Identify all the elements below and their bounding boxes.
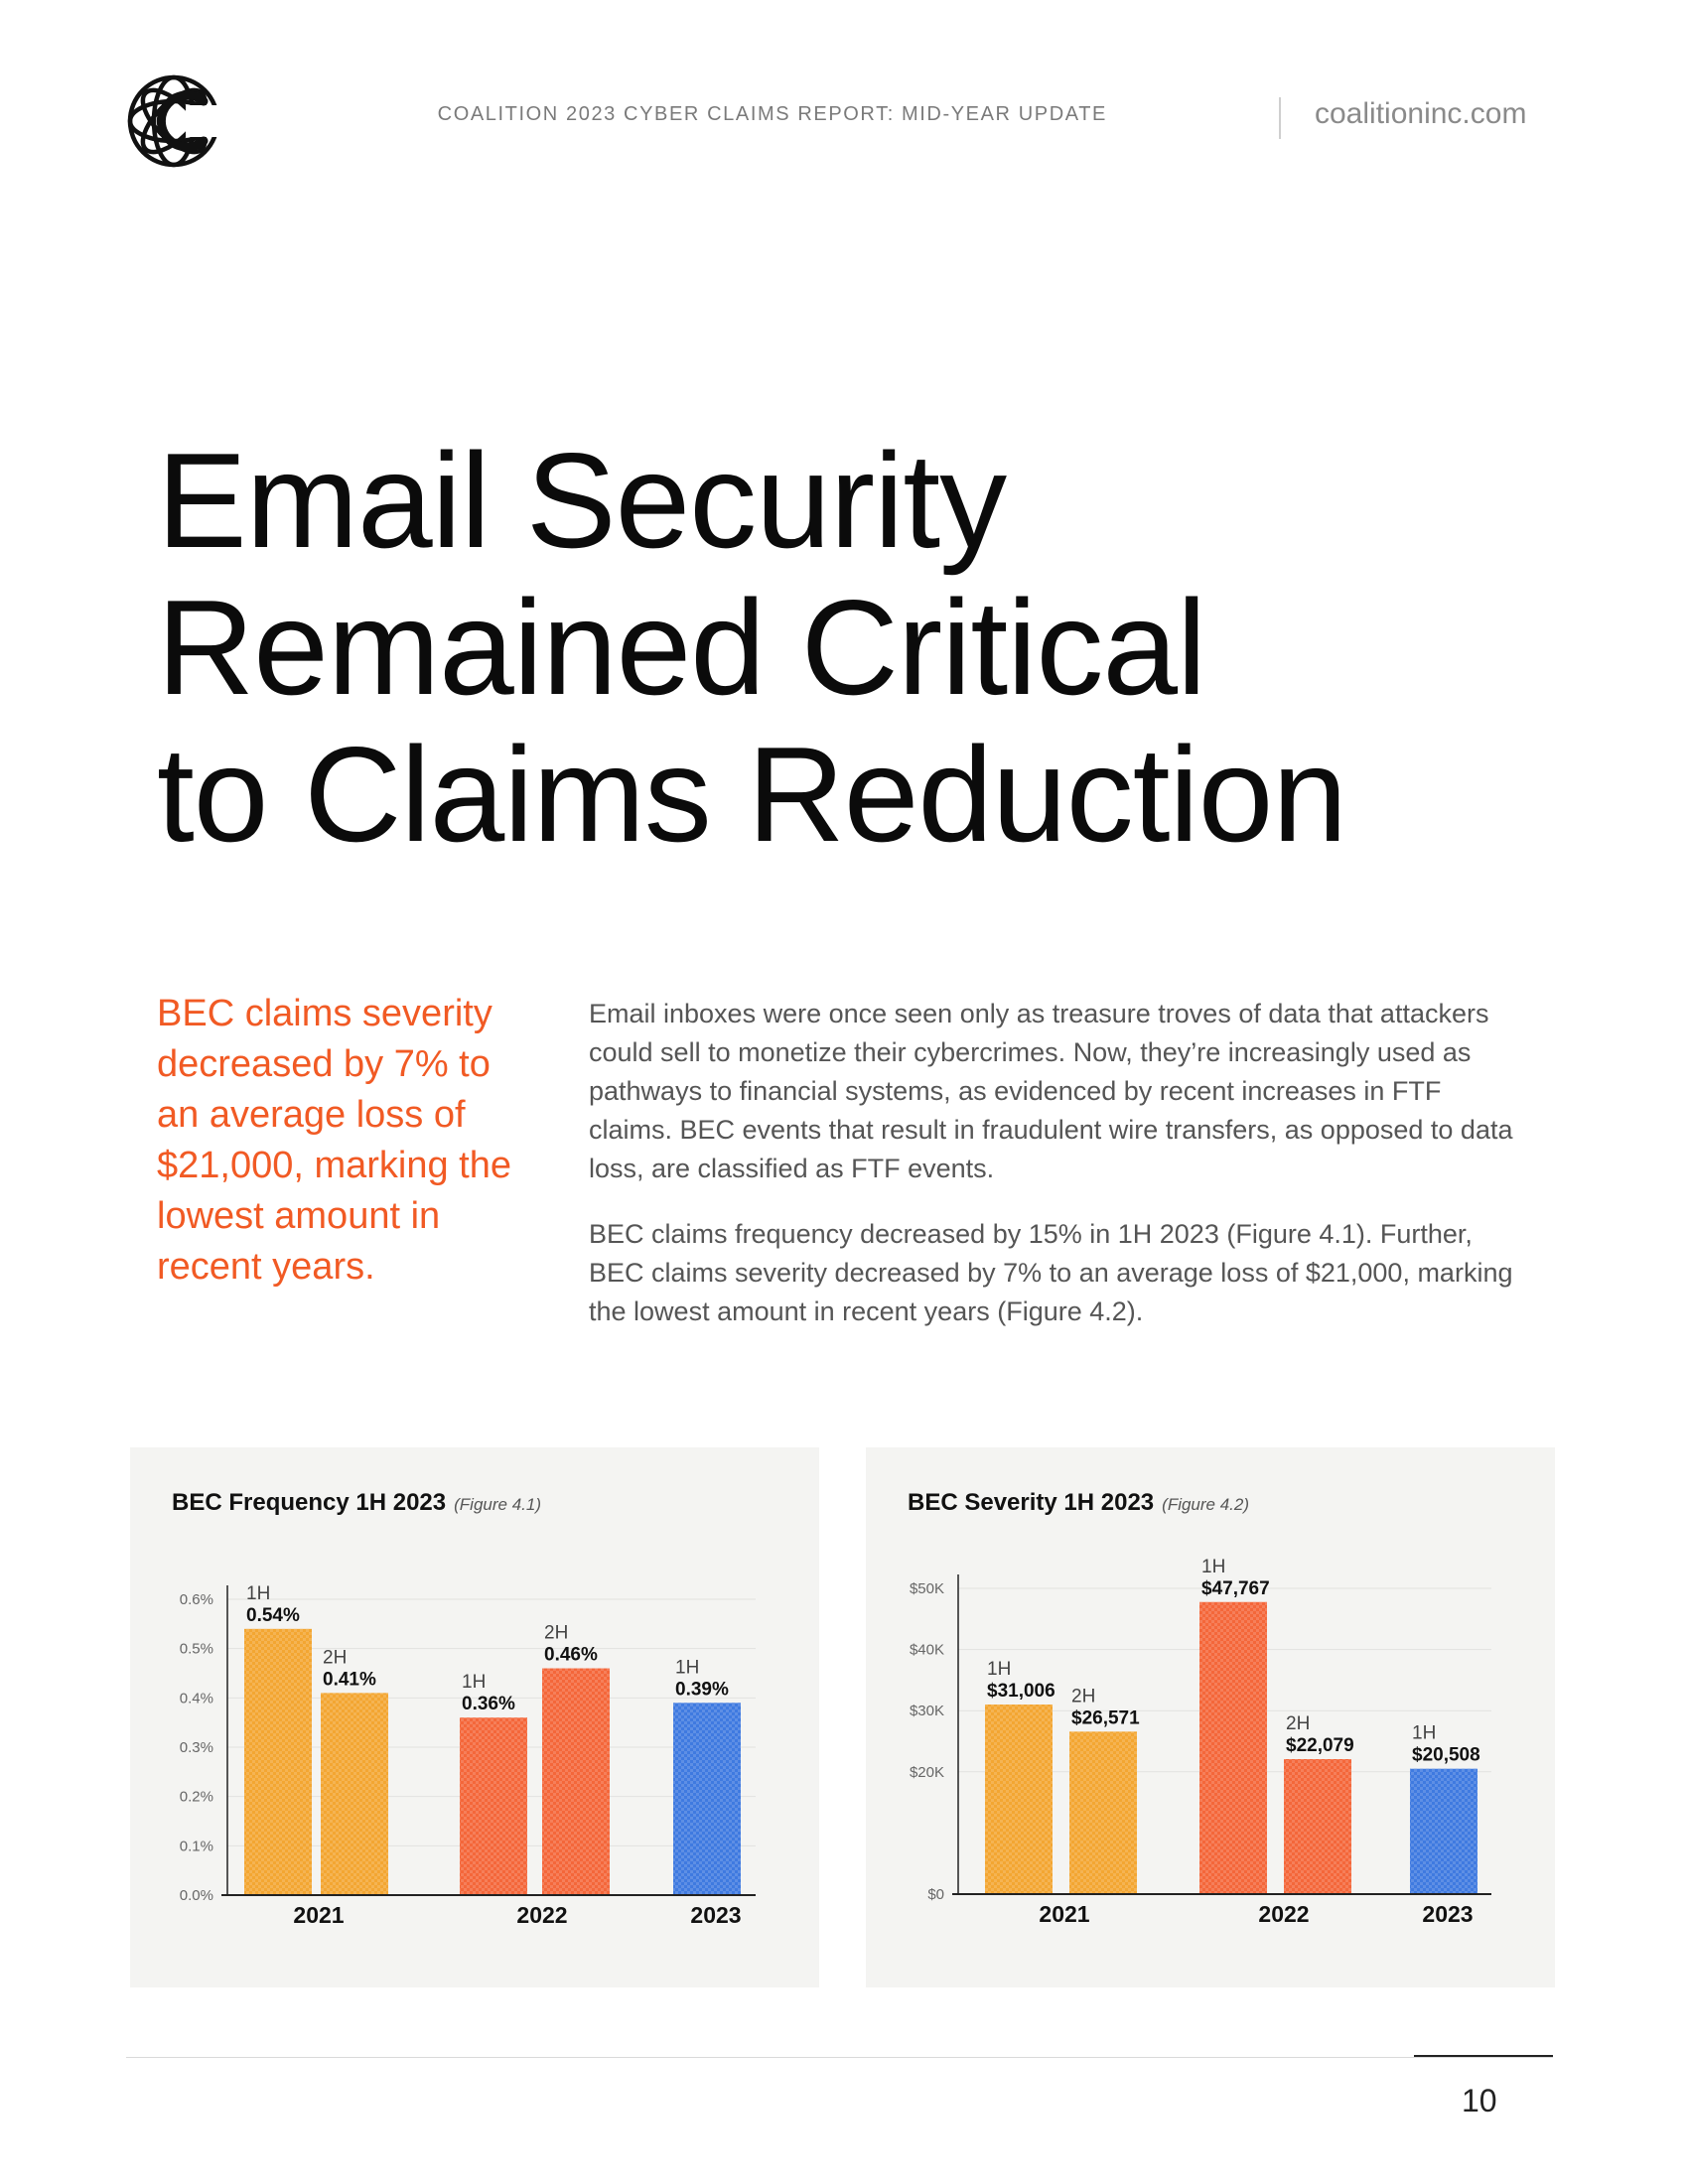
bar — [1069, 1731, 1137, 1894]
y-tick-label: 0.4% — [180, 1690, 213, 1706]
x-category-label: 2023 — [1422, 1901, 1473, 1927]
footer-accent-line — [1414, 2055, 1553, 2057]
bar-value-label: $22,079 — [1286, 1735, 1354, 1756]
bar — [985, 1705, 1053, 1894]
bar-value-label: 0.46% — [544, 1645, 598, 1666]
chart-title: BEC Severity 1H 2023 (Figure 4.2) — [908, 1489, 1249, 1517]
bar-half-label: 1H — [246, 1583, 270, 1604]
body-text: Email inboxes were once seen only as tre… — [589, 995, 1522, 1358]
header-divider — [1279, 97, 1281, 139]
title-line-2: Remained Critical — [157, 572, 1206, 723]
x-category-label: 2021 — [293, 1902, 344, 1928]
coalition-logo-icon — [127, 74, 223, 168]
page-number: 10 — [1462, 2083, 1497, 2118]
y-tick-label: $0 — [927, 1886, 944, 1903]
bar-value-label: 0.41% — [323, 1669, 376, 1690]
figure-ref: (Figure 4.1) — [454, 1495, 541, 1514]
bar-half-label: 1H — [1201, 1557, 1225, 1577]
bar-value-label: $20,508 — [1412, 1745, 1480, 1766]
bar-half-label: 2H — [1286, 1713, 1310, 1734]
bar-half-label: 1H — [1412, 1723, 1436, 1744]
bar — [244, 1628, 312, 1895]
body-paragraph-1: Email inboxes were once seen only as tre… — [589, 999, 1513, 1183]
bar-half-label: 1H — [462, 1672, 486, 1693]
bar — [1284, 1758, 1351, 1894]
bar — [542, 1668, 610, 1895]
title-line-3: to Claims Reduction — [157, 719, 1347, 870]
bar-half-label: 2H — [323, 1647, 347, 1668]
page-title: Email Security Remained Critical to Clai… — [157, 427, 1547, 868]
bar — [1199, 1601, 1267, 1894]
website-link[interactable]: coalitioninc.com — [1315, 97, 1527, 130]
footer-divider — [126, 2057, 1553, 2058]
y-tick-label: $40K — [910, 1642, 944, 1659]
y-tick-label: 0.1% — [180, 1838, 213, 1854]
bar — [321, 1693, 388, 1895]
y-tick-label: 0.0% — [180, 1887, 213, 1904]
title-line-1: Email Security — [157, 425, 1007, 576]
bec-frequency-panel: BEC Frequency 1H 2023 (Figure 4.1) 0.0% 0.… — [130, 1447, 819, 1987]
bar — [460, 1717, 527, 1895]
y-tick-label: $50K — [910, 1580, 944, 1597]
bar — [673, 1703, 741, 1895]
chart-title-text: BEC Severity 1H 2023 — [908, 1489, 1155, 1516]
figure-ref: (Figure 4.2) — [1162, 1495, 1250, 1514]
y-tick-label: 0.6% — [180, 1591, 213, 1608]
y-tick-label: $20K — [910, 1764, 944, 1781]
bec-severity-panel: BEC Severity 1H 2023 (Figure 4.2) $0 $20K $… — [866, 1447, 1555, 1987]
bar-value-label: 0.39% — [675, 1679, 729, 1700]
chart-title: BEC Frequency 1H 2023 (Figure 4.1) — [172, 1489, 541, 1517]
bar-half-label: 2H — [1071, 1686, 1095, 1706]
y-tick-label: 0.2% — [180, 1789, 213, 1806]
pull-quote: BEC claims severity decreased by 7% to a… — [157, 993, 512, 1288]
y-tick-label: 0.3% — [180, 1739, 213, 1756]
body-paragraph-2: BEC claims frequency decreased by 15% in… — [589, 1219, 1513, 1326]
x-category-label: 2023 — [690, 1902, 741, 1928]
bar-value-label: $31,006 — [987, 1681, 1055, 1702]
bar — [1410, 1768, 1477, 1894]
y-tick-label: $30K — [910, 1703, 944, 1719]
bar-value-label: 0.54% — [246, 1605, 300, 1626]
bar-half-label: 1H — [987, 1659, 1011, 1680]
bar-half-label: 1H — [675, 1657, 699, 1678]
bar-half-label: 2H — [544, 1623, 568, 1644]
bec-frequency-chart: 0.0%0.1%0.2%0.3%0.4%0.5%0.6% 1H0.54%2H0.4… — [180, 1583, 756, 1928]
chart-title-text: BEC Frequency 1H 2023 — [172, 1489, 447, 1516]
y-tick-label: 0.5% — [180, 1641, 213, 1658]
report-header-title: COALITION 2023 CYBER CLAIMS REPORT: MID-… — [437, 103, 1107, 125]
bar-value-label: 0.36% — [462, 1694, 515, 1714]
bar-value-label: $26,571 — [1071, 1707, 1140, 1728]
x-category-label: 2022 — [516, 1902, 567, 1928]
x-category-label: 2022 — [1258, 1901, 1309, 1927]
bar-value-label: $47,767 — [1201, 1578, 1270, 1599]
x-category-label: 2021 — [1039, 1901, 1089, 1927]
